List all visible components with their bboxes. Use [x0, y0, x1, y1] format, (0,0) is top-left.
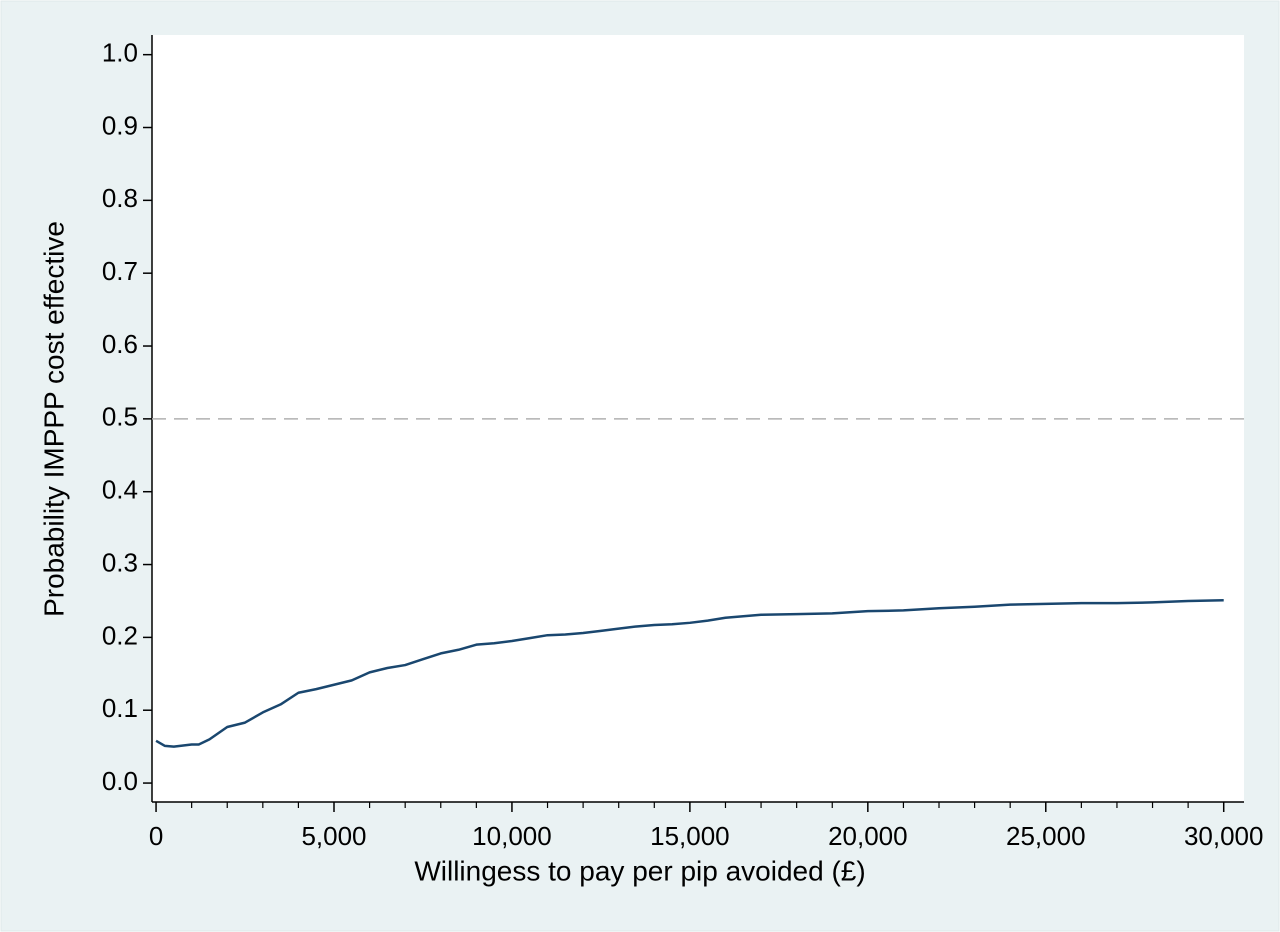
- x-axis-title: Willingess to pay per pip avoided (£): [414, 855, 865, 886]
- x-tick-label: 25,000: [1006, 821, 1086, 851]
- y-tick-label: 0.3: [102, 547, 138, 577]
- y-tick-label: 0.6: [102, 329, 138, 359]
- y-tick-label: 1.0: [102, 38, 138, 68]
- y-tick-label: 0.7: [102, 256, 138, 286]
- x-tick-label: 5,000: [301, 821, 366, 851]
- y-tick-label: 0.0: [102, 766, 138, 796]
- y-tick-label: 0.1: [102, 693, 138, 723]
- y-tick-label: 0.5: [102, 402, 138, 432]
- x-tick-label: 0: [149, 821, 163, 851]
- y-tick-label: 0.2: [102, 620, 138, 650]
- x-tick-label: 20,000: [828, 821, 908, 851]
- y-tick-label: 0.8: [102, 183, 138, 213]
- y-tick-label: 0.4: [102, 475, 138, 505]
- x-tick-label: 10,000: [472, 821, 552, 851]
- x-tick-label: 30,000: [1184, 821, 1264, 851]
- y-tick-label: 0.9: [102, 110, 138, 140]
- data-line: [155, 598, 1224, 748]
- x-tick-label: 15,000: [650, 821, 730, 851]
- y-axis-title: Probability IMPPP cost effective: [38, 221, 69, 617]
